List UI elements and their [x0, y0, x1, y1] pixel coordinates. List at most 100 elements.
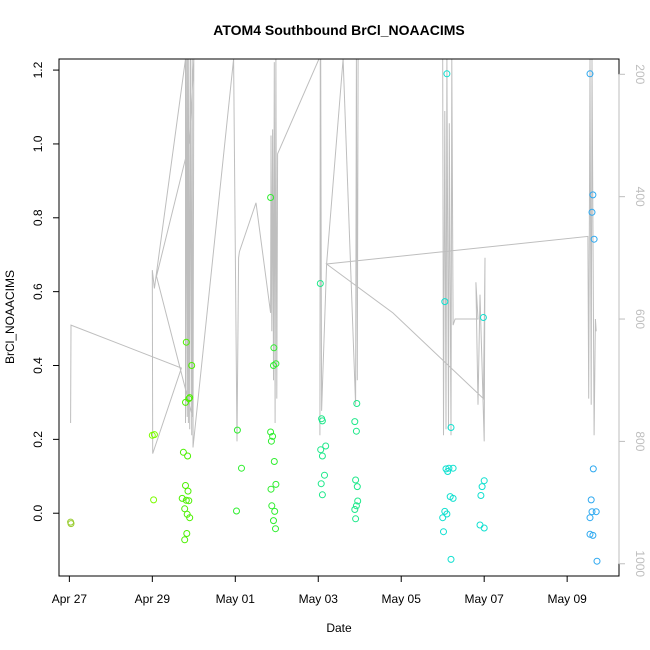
data-point — [271, 507, 279, 515]
data-point — [588, 508, 596, 516]
data-point — [590, 235, 598, 243]
data-point — [479, 314, 487, 321]
data-point — [185, 395, 193, 403]
data-point — [449, 464, 457, 472]
data-point — [272, 480, 280, 488]
data-point — [586, 514, 594, 522]
data-point — [67, 520, 75, 528]
x-axis-label: Date — [326, 621, 352, 635]
y2-tick-label: 600 — [633, 309, 647, 329]
data-point — [186, 514, 194, 522]
x-tick-label: Apr 29 — [135, 592, 171, 606]
y-tick-label: 1.2 — [31, 61, 45, 78]
data-point — [589, 465, 597, 473]
y2-tick-label: 400 — [633, 187, 647, 207]
x-tick-label: May 05 — [382, 592, 422, 606]
data-point — [593, 557, 601, 565]
data-point — [353, 400, 361, 407]
data-point — [179, 448, 187, 456]
data-point — [589, 531, 597, 539]
data-point — [182, 496, 190, 504]
data-point — [150, 496, 158, 504]
x-tick-label: May 01 — [216, 592, 256, 606]
data-point — [316, 280, 324, 287]
data-point — [270, 344, 278, 352]
plot-frame — [58, 58, 620, 577]
data-point — [182, 482, 189, 489]
data-point — [317, 480, 325, 488]
y-axis-label: BrCl_NOAACIMS — [3, 270, 17, 364]
data-point — [351, 418, 359, 426]
data-point — [185, 497, 193, 505]
data-point — [443, 70, 451, 78]
data-point — [181, 536, 189, 544]
data-point — [272, 525, 279, 533]
data-point — [439, 514, 447, 522]
data-point — [270, 517, 277, 525]
x-tick-label: May 07 — [465, 592, 505, 606]
data-point — [447, 424, 455, 431]
y-tick-label: 0.8 — [31, 209, 45, 226]
data-point — [445, 464, 453, 472]
data-point — [477, 492, 485, 499]
data-point — [182, 338, 190, 346]
data-point — [352, 515, 360, 523]
altitude-trace-line — [70, 59, 597, 454]
data-point — [478, 483, 486, 491]
data-point — [321, 471, 328, 479]
data-point — [353, 483, 361, 491]
x-tick-label: Apr 27 — [52, 592, 88, 606]
data-point — [352, 476, 360, 484]
y-tick-label: 0.0 — [31, 505, 45, 522]
data-point — [322, 442, 330, 450]
data-point — [267, 194, 275, 201]
data-point — [150, 431, 158, 439]
x-tick-label: May 09 — [547, 592, 587, 606]
data-point — [352, 427, 360, 435]
data-point — [184, 487, 192, 495]
y-tick-label: 0.2 — [31, 431, 45, 448]
y-tick-label: 0.4 — [31, 357, 45, 374]
data-point — [587, 496, 595, 504]
y2-tick-label: 800 — [633, 431, 647, 451]
data-point — [586, 70, 594, 78]
x-axis: Apr 27 Apr 29 May 01 May 03 May 05 May 07 May … — [52, 575, 587, 606]
data-point — [269, 432, 277, 440]
altitude-trace-layer — [70, 59, 597, 454]
data-point — [183, 530, 191, 537]
data-point — [441, 298, 449, 306]
y-axis: 0.0 0.2 0.4 0.6 0.8 1.0 1.2 — [31, 61, 60, 522]
data-point — [592, 508, 600, 516]
data-point — [318, 491, 326, 499]
data-point — [351, 506, 359, 513]
y2-tick-label: 1000 — [633, 550, 647, 577]
data-point — [233, 426, 241, 434]
data-point — [354, 497, 362, 505]
data-point — [238, 464, 245, 472]
x-tick-label: May 03 — [299, 592, 339, 606]
y-tick-label: 1.0 — [31, 135, 45, 152]
data-point — [270, 458, 278, 465]
y-tick-label: 0.6 — [31, 283, 45, 300]
y2-tick-label: 200 — [633, 64, 647, 84]
data-point — [186, 394, 194, 402]
data-point — [589, 191, 597, 199]
data-point — [443, 510, 451, 518]
data-point — [447, 555, 455, 563]
data-point — [318, 417, 326, 425]
data-point — [440, 528, 447, 536]
data-point — [588, 208, 596, 216]
data-point — [352, 502, 360, 510]
data-point — [444, 468, 452, 475]
data-point — [272, 360, 280, 368]
data-points-layer — [67, 70, 601, 565]
data-point — [178, 494, 186, 502]
data-point — [267, 428, 275, 436]
data-point — [181, 505, 189, 513]
chart-title: ATOM4 Southbound BrCl_NOAACIMS — [213, 22, 464, 38]
data-point — [188, 362, 196, 369]
data-point — [267, 437, 275, 445]
data-point — [268, 502, 276, 510]
data-point — [449, 494, 457, 502]
